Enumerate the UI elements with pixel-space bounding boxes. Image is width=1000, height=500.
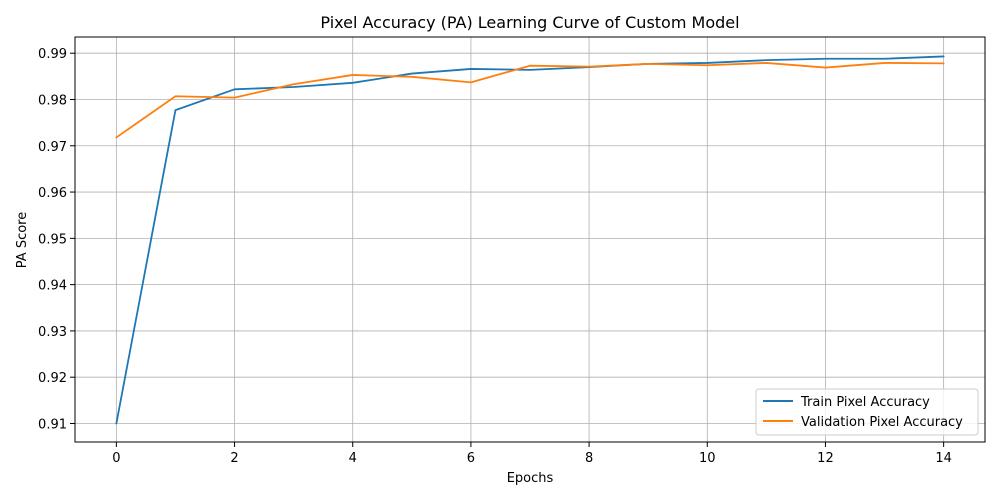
x-axis-label: Epochs (507, 471, 554, 486)
chart-title: Pixel Accuracy (PA) Learning Curve of Cu… (320, 13, 739, 32)
grid-lines (75, 37, 985, 442)
validation-accuracy-line (115, 62, 945, 139)
y-axis-label: PA Score (15, 212, 30, 268)
series-layer (115, 55, 945, 425)
x-tick-label: 4 (349, 451, 357, 466)
x-tick-label: 12 (817, 451, 834, 466)
legend-label-train: Train Pixel Accuracy (800, 395, 930, 410)
x-tick-label: 0 (112, 451, 120, 466)
plot-frame (74, 36, 986, 443)
y-tick-label: 0.97 (38, 140, 67, 155)
legend: Train Pixel Accuracy Validation Pixel Ac… (755, 388, 979, 436)
train-accuracy-line (115, 55, 945, 425)
y-tick-label: 0.93 (38, 325, 67, 340)
y-tick-label: 0.91 (38, 417, 67, 432)
x-tick-label: 2 (230, 451, 238, 466)
y-tick-label: 0.92 (38, 371, 67, 386)
y-tick-label: 0.95 (38, 232, 67, 247)
x-tick-label: 6 (467, 451, 475, 466)
x-axis: 0 2 4 6 8 10 12 14 (112, 442, 952, 466)
y-tick-label: 0.96 (38, 186, 67, 201)
x-tick-label: 10 (699, 451, 716, 466)
legend-box (755, 388, 979, 436)
x-tick-label: 14 (935, 451, 952, 466)
y-tick-label: 0.98 (38, 93, 67, 108)
y-tick-label: 0.94 (38, 279, 67, 294)
x-tick-label: 8 (585, 451, 593, 466)
y-axis: 0.91 0.92 0.93 0.94 0.95 0.96 0.97 0.98 0.99 (38, 47, 75, 432)
legend-label-validation: Validation Pixel Accuracy (801, 415, 963, 430)
y-tick-label: 0.99 (38, 47, 67, 62)
